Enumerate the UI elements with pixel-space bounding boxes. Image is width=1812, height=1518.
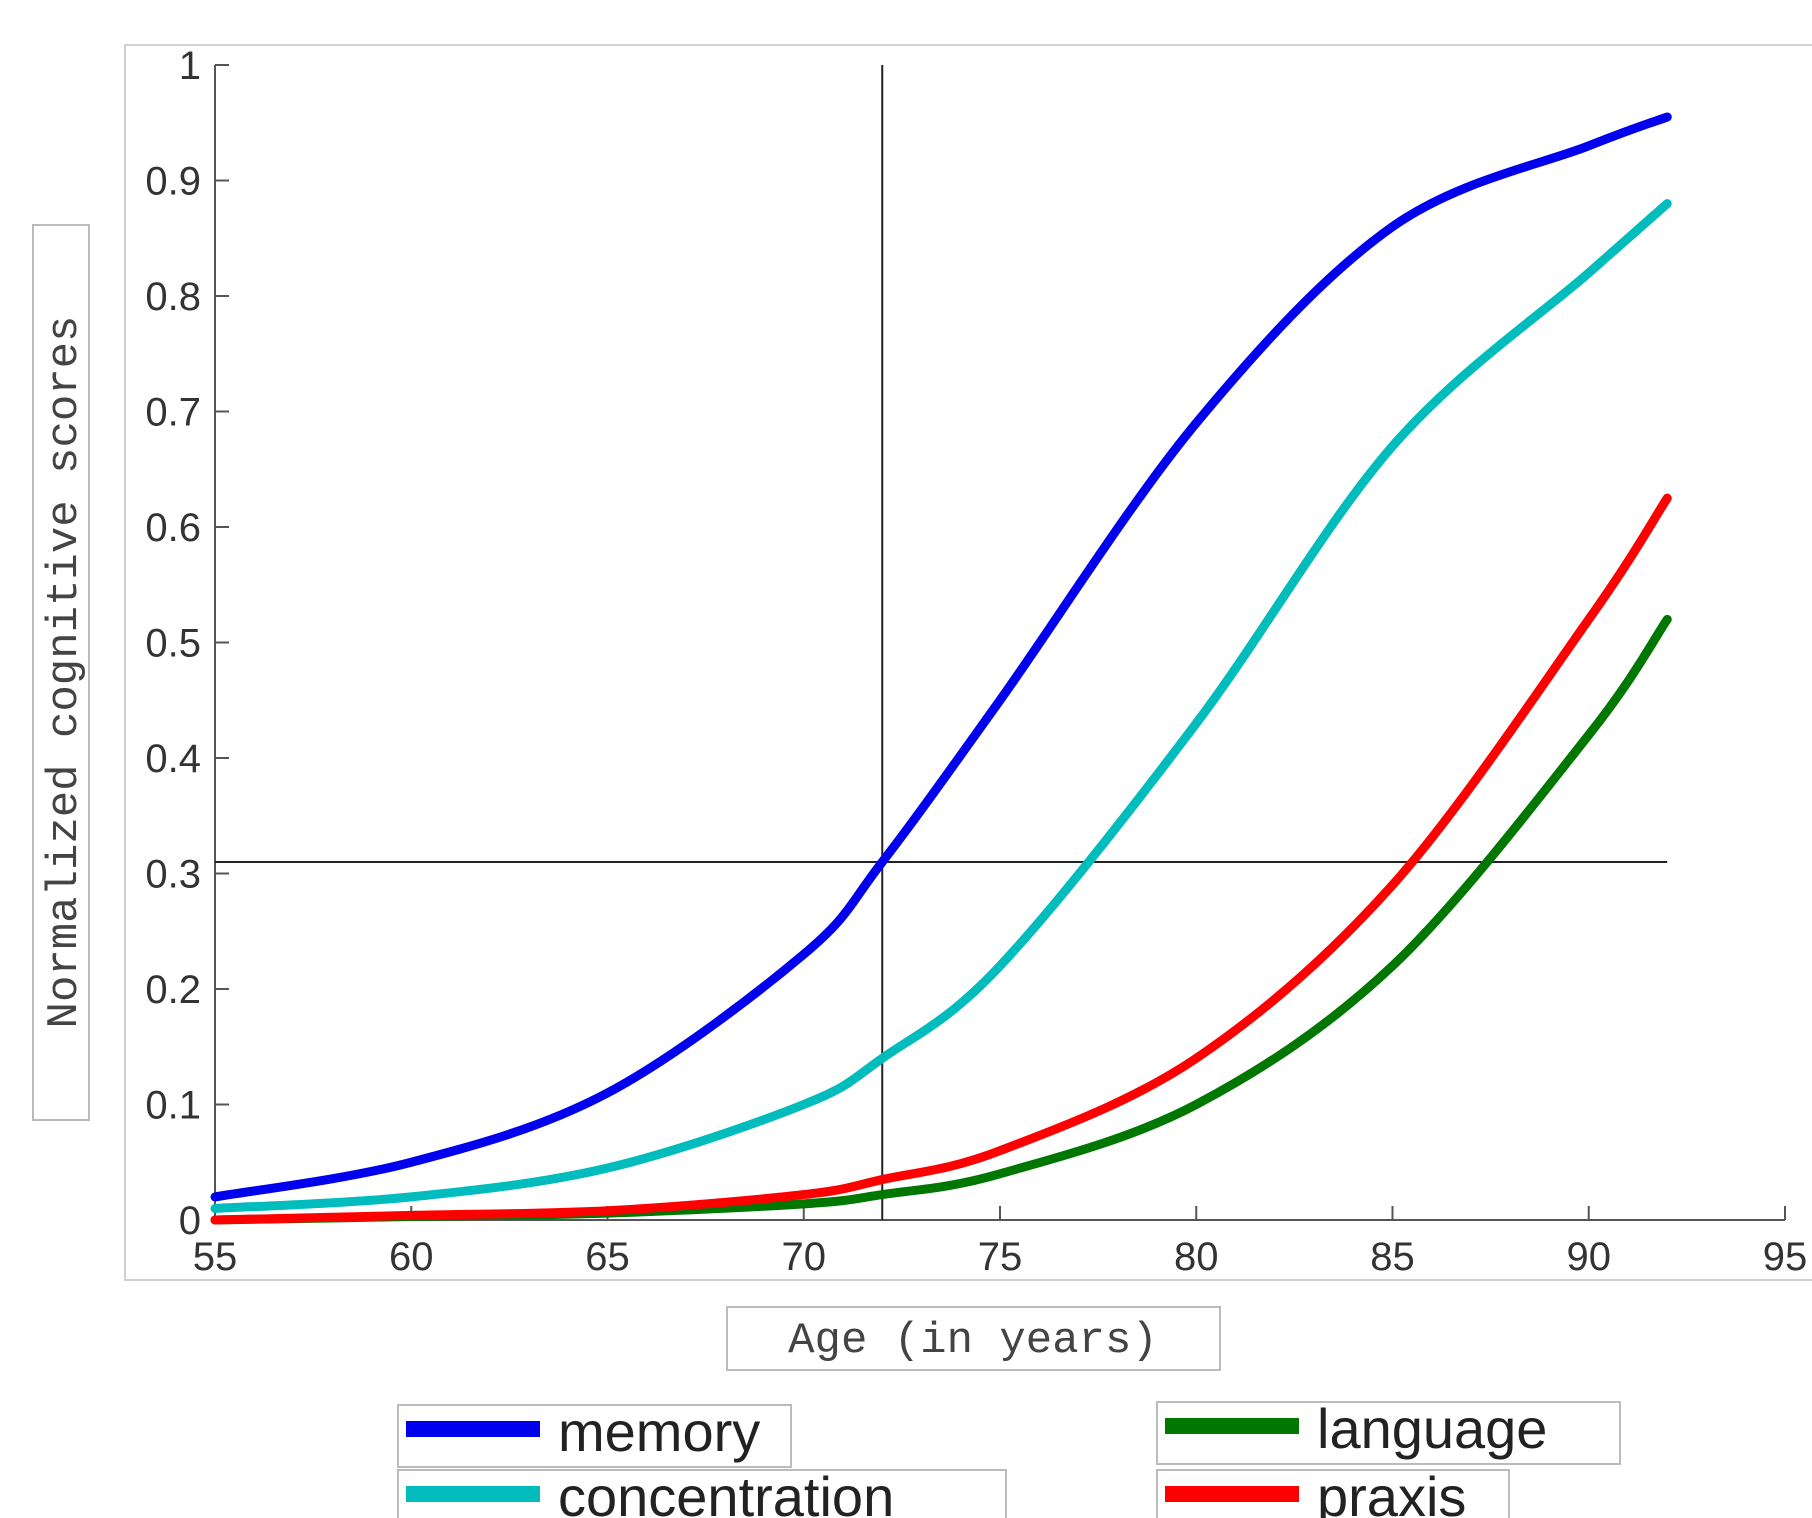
legend-label-memory: memory	[558, 1400, 760, 1463]
x-tick-label: 95	[1763, 1235, 1808, 1279]
y-tick-label: 0.7	[145, 391, 201, 435]
y-tick-label: 0.6	[145, 506, 201, 550]
y-tick-label: 0.4	[145, 737, 201, 781]
x-tick-label: 75	[978, 1235, 1023, 1279]
x-tick-label: 65	[585, 1235, 630, 1279]
x-tick-label: 85	[1370, 1235, 1415, 1279]
x-axis-title: Age (in years)	[788, 1316, 1158, 1366]
y-tick-label: 0.1	[145, 1084, 201, 1128]
y-tick-label: 1	[179, 44, 201, 88]
y-tick-label: 0	[179, 1199, 201, 1243]
y-tick-label: 0.3	[145, 853, 201, 897]
legend-label-concentration: concentration	[558, 1465, 894, 1518]
plot-frame	[124, 44, 1812, 1281]
y-tick-label: 0.2	[145, 968, 201, 1012]
x-axis-title-box	[726, 1306, 1221, 1371]
y-tick-label: 0.5	[145, 622, 201, 666]
y-ticks: 0 0.1 0.2 0.3 0.4 0.5 0.6 0.7 0.8 0.9 1	[145, 44, 229, 1243]
series-group	[210, 112, 1672, 1225]
y-axis-title-box	[32, 224, 90, 1121]
x-tick-label: 90	[1567, 1235, 1612, 1279]
legend-label-praxis: praxis	[1317, 1465, 1466, 1518]
x-tick-label: 70	[782, 1235, 827, 1279]
legend-label-language: language	[1317, 1397, 1547, 1460]
y-tick-label: 0.9	[145, 160, 201, 204]
y-axis-title: Normalized cognitive scores	[40, 316, 90, 1029]
series-line-language	[210, 614, 1672, 1225]
series-line-concentration	[210, 199, 1672, 1213]
x-tick-label: 55	[193, 1235, 238, 1279]
x-ticks: 55 60 65 70 75 80 85 90 95	[193, 1206, 1808, 1279]
series-line-memory	[210, 112, 1672, 1202]
x-tick-label: 60	[389, 1235, 434, 1279]
x-tick-label: 80	[1174, 1235, 1219, 1279]
series-line-praxis	[210, 493, 1672, 1225]
y-tick-label: 0.8	[145, 275, 201, 319]
